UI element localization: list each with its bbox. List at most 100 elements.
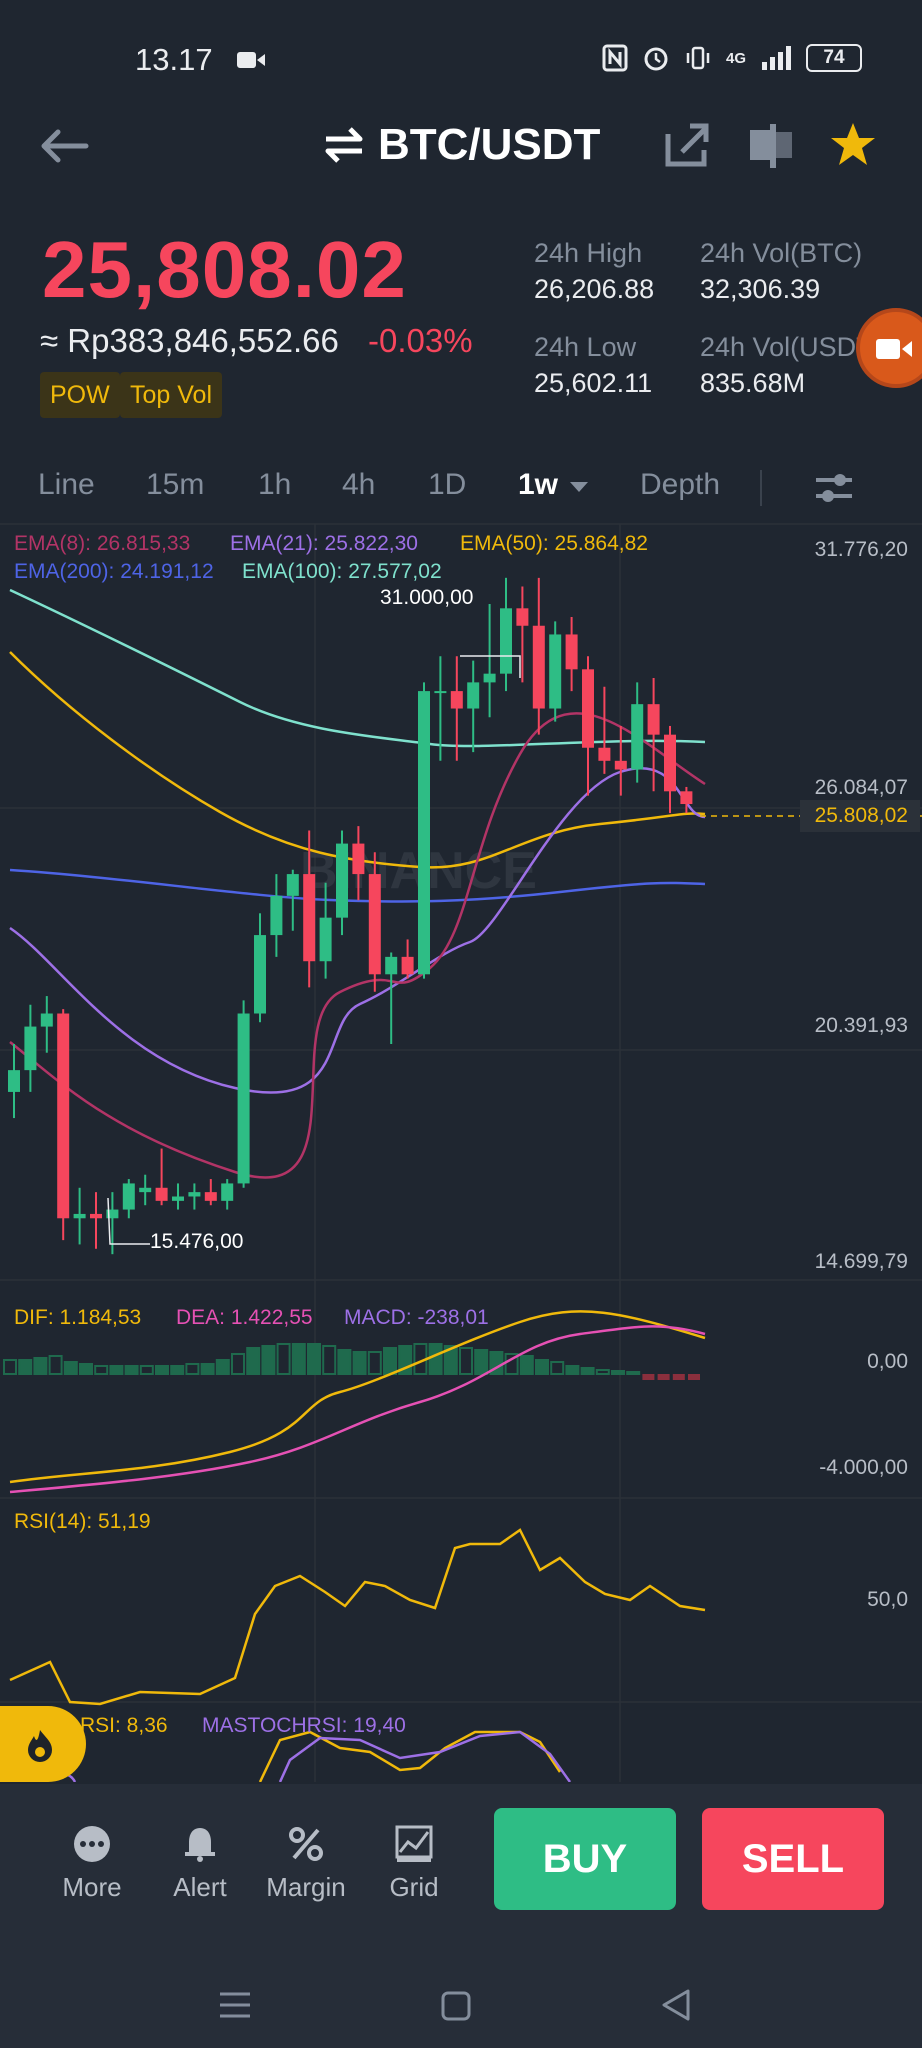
macd-bar — [626, 1371, 641, 1375]
candles-group — [8, 577, 693, 1255]
candle-body — [385, 956, 398, 975]
vol-btc-label: 24h Vol(BTC) — [700, 238, 863, 268]
low-marker — [107, 1197, 150, 1245]
candle-body — [680, 791, 693, 805]
compare-icon[interactable] — [746, 120, 796, 170]
axis-price-1: 31.776,20 — [814, 538, 908, 561]
chart-area[interactable]: BINANCE EMA(8): 2 — [0, 522, 922, 1782]
macd-dea-line — [9, 1325, 706, 1494]
mastochrsi-line — [278, 1730, 572, 1782]
macd-bar — [291, 1343, 306, 1375]
macd-histogram — [3, 1343, 700, 1380]
macd-bar — [535, 1359, 549, 1375]
macd-bar — [519, 1355, 534, 1375]
axis-macd-low: -4.000,00 — [819, 1456, 908, 1479]
favorite-star-icon[interactable] — [828, 120, 878, 170]
home-icon[interactable] — [440, 1990, 472, 2022]
candle-body — [24, 1026, 37, 1071]
candle-body — [336, 843, 348, 918]
menu-icon[interactable] — [218, 1990, 252, 2020]
tab-depth[interactable]: Depth — [640, 468, 721, 501]
macd-bar — [185, 1363, 200, 1375]
macd-bar — [352, 1351, 367, 1375]
alert-button[interactable]: Alert — [150, 1824, 250, 1903]
network-type: 4G — [725, 49, 746, 67]
macd-bar — [261, 1345, 276, 1375]
more-label: More — [62, 1872, 122, 1902]
system-nav-bar — [0, 1954, 922, 2048]
high-label: 24h High — [534, 238, 643, 268]
more-button[interactable]: More — [42, 1824, 142, 1903]
grid-label: Grid — [389, 1872, 439, 1902]
floating-record-button[interactable] — [856, 308, 922, 388]
candle-body — [57, 1013, 70, 1219]
candle-body — [352, 843, 365, 875]
back-icon[interactable] — [660, 1988, 692, 2022]
macd-bar — [642, 1374, 655, 1380]
macd-bar — [3, 1359, 17, 1375]
candle-body — [172, 1196, 184, 1201]
chevron-down-icon[interactable] — [568, 480, 590, 494]
candle-body — [73, 1213, 86, 1219]
vol-btc-value: 32,306.39 — [700, 274, 821, 304]
grid-button[interactable]: Grid — [364, 1824, 464, 1903]
stochrsi-legend: RSI: 8,36 — [80, 1714, 168, 1737]
candle-body — [434, 691, 447, 694]
status-time: 13.17 — [135, 42, 213, 77]
sell-button[interactable]: SELL — [702, 1808, 884, 1910]
axis-price-2: 26.084,07 — [814, 776, 908, 799]
tab-1w[interactable]: 1w — [518, 468, 559, 501]
alert-label: Alert — [173, 1872, 227, 1902]
macd-bar — [48, 1355, 63, 1375]
macd-bar — [565, 1365, 580, 1375]
tab-1h[interactable]: 1h — [258, 468, 292, 501]
macd-bar — [246, 1347, 261, 1375]
rsi-legend: RSI(14): 51,19 — [14, 1510, 151, 1533]
macd-bar — [611, 1370, 625, 1375]
candlestick-chart[interactable]: BINANCE — [0, 522, 922, 1782]
macd-bar — [109, 1365, 124, 1375]
tab-divider — [760, 470, 762, 506]
candle-body — [614, 760, 627, 770]
axis-price-4: 14.699,79 — [814, 1250, 908, 1273]
battery-indicator: 74 — [806, 44, 862, 72]
rsi-line — [9, 1528, 706, 1706]
candle-body — [221, 1183, 234, 1201]
candle-body — [155, 1187, 168, 1201]
tab-15m[interactable]: 15m — [146, 468, 205, 501]
pair-selector[interactable]: BTC/USDT — [322, 120, 600, 170]
macd-bar — [367, 1351, 382, 1375]
candle-body — [237, 1013, 250, 1184]
pair-title: BTC/USDT — [378, 120, 601, 169]
tab-1d[interactable]: 1D — [428, 468, 467, 501]
high-value: 26,206.88 — [534, 274, 655, 304]
tab-4h[interactable]: 4h — [342, 468, 376, 501]
floating-fire-button[interactable] — [0, 1706, 86, 1782]
macd-bar — [688, 1374, 700, 1380]
settings-sliders-icon[interactable] — [812, 466, 856, 510]
back-arrow-icon[interactable] — [36, 122, 92, 170]
macd-bar — [18, 1359, 33, 1375]
buy-button[interactable]: BUY — [494, 1808, 676, 1910]
axis-current-price: 25.808,02 — [814, 804, 908, 827]
candle-body — [532, 625, 545, 709]
candle-body — [106, 1209, 119, 1219]
dif-legend: DIF: 1.184,53 — [14, 1306, 142, 1329]
candle-body — [450, 691, 463, 709]
macd-bar — [170, 1365, 185, 1375]
macd-bar — [94, 1365, 109, 1375]
low-label: 24h Low — [534, 332, 637, 362]
candle-body — [40, 1013, 53, 1027]
tag-top-vol[interactable]: Top Vol — [120, 372, 223, 418]
margin-button[interactable]: Margin — [256, 1824, 356, 1903]
tab-line[interactable]: Line — [38, 468, 95, 501]
macd-bar — [595, 1369, 610, 1375]
candle-body — [664, 734, 676, 792]
mastochrsi-legend: MASTOCHRSI: 19,40 — [202, 1714, 406, 1737]
interval-tabs: Line 15m 1h 4h 1D 1w Depth — [0, 460, 922, 520]
share-icon[interactable] — [662, 120, 712, 170]
ema50-legend: EMA(50): 25.864,82 — [460, 532, 648, 555]
ema100-line — [9, 588, 706, 748]
tag-pow[interactable]: POW — [40, 372, 120, 418]
candle-body — [319, 917, 332, 962]
